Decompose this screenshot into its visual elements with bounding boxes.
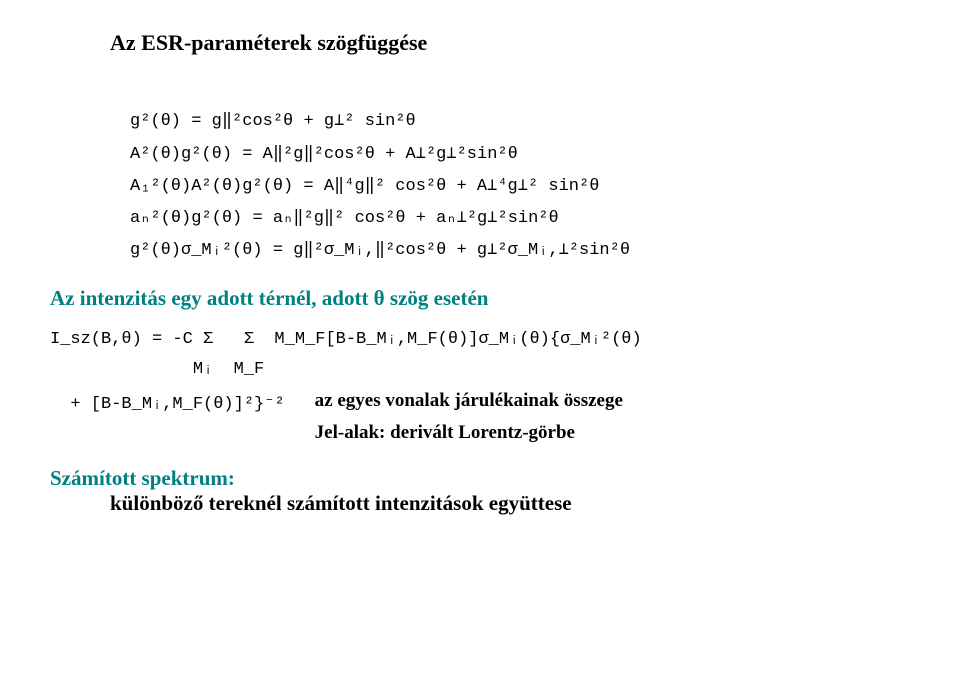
eq-line-4: aₙ²(θ)g²(θ) = aₙ‖²g‖² cos²θ + aₙ⊥²g⊥²sin…	[130, 209, 559, 228]
equation-intensity-line2: + [B-B_Mᵢ,M_F(θ)]²}⁻²	[50, 390, 285, 421]
equation-row-with-annotation: + [B-B_Mᵢ,M_F(θ)]²}⁻² az egyes vonalak j…	[50, 390, 910, 444]
equation-block-1: g²(θ) = g‖²cos²θ + g⊥² sin²θ A²(θ)g²(θ) …	[130, 74, 910, 268]
eq-line-1: g²(θ) = g‖²cos²θ + g⊥² sin²θ	[130, 112, 416, 131]
eq-line-3: A₁²(θ)A²(θ)g²(θ) = A‖⁴g‖² cos²θ + A⊥⁴g⊥²…	[130, 177, 599, 196]
page-title: Az ESR-paraméterek szögfüggése	[110, 30, 910, 56]
computed-spectrum-desc: különböző tereknél számított intenzitáso…	[110, 491, 910, 516]
annotation-contributions: az egyes vonalak járulékainak összege	[315, 390, 910, 412]
equation-intensity-line1: I_sz(B,θ) = -C Σ Σ M_M_F[B-B_Mᵢ,M_F(θ)]σ…	[50, 325, 910, 356]
eq-line-2: A²(θ)g²(θ) = A‖²g‖²cos²θ + A⊥²g⊥²sin²θ	[130, 145, 518, 164]
computed-spectrum-label: Számított spektrum:	[50, 466, 910, 491]
intensity-subheading: Az intenzitás egy adott térnél, adott θ …	[50, 286, 910, 311]
computed-spectrum-block: Számított spektrum: különböző tereknél s…	[50, 466, 910, 516]
eq-line-5: g²(θ)σ_Mᵢ²(θ) = g‖²σ_Mᵢ,‖²cos²θ + g⊥²σ_M…	[130, 241, 630, 260]
equation-intensity-line1-sub: Mᵢ M_F	[50, 355, 910, 386]
annotation-lineshape: Jel-alak: derivált Lorentz-görbe	[315, 422, 910, 444]
